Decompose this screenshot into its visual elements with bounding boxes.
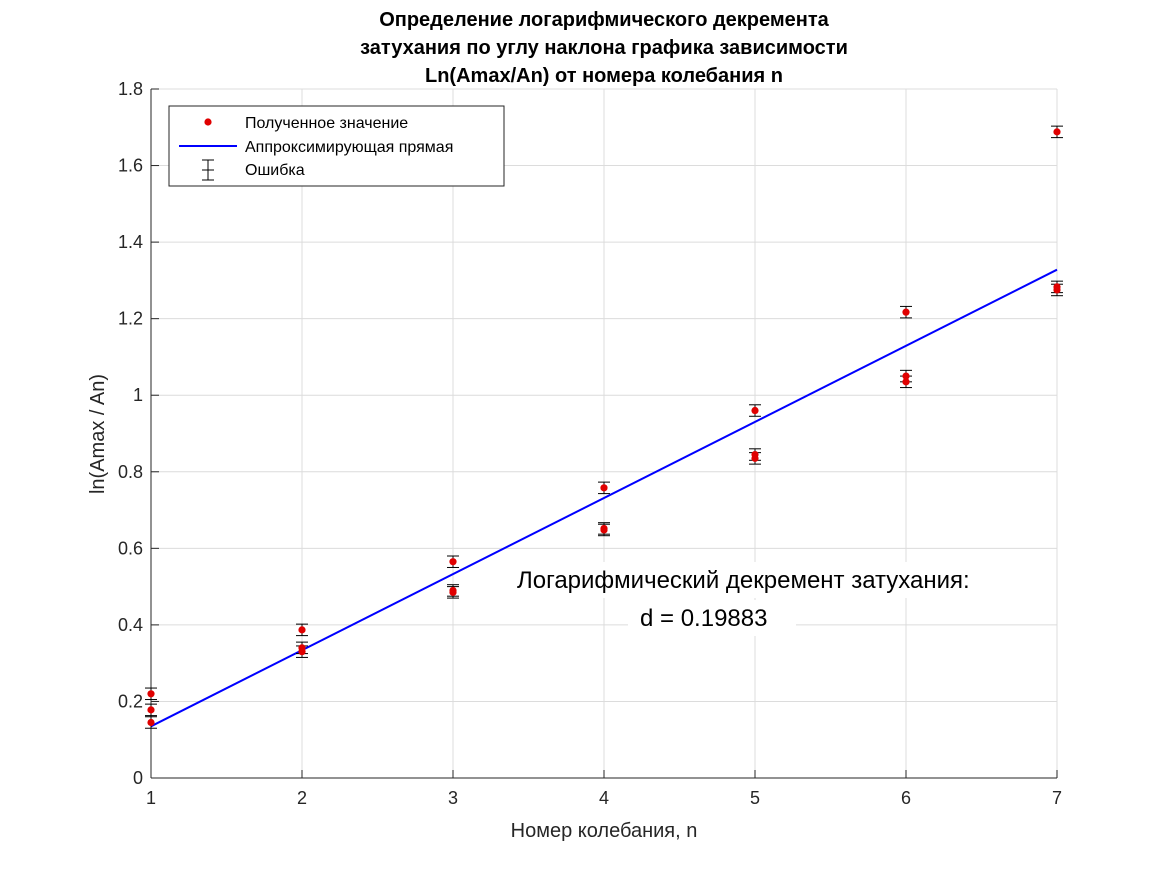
y-tick-label: 1.8 bbox=[118, 79, 143, 99]
y-tick-label: 0 bbox=[133, 768, 143, 788]
chart-title-line-3: Ln(Amax/An) от номера колебания n bbox=[425, 65, 783, 87]
data-point bbox=[449, 588, 457, 596]
x-tick-label: 2 bbox=[297, 788, 307, 808]
y-tick-label: 1.2 bbox=[118, 309, 143, 329]
tick-labels: 1 2 3 4 5 6 7 0 0.2 0.4 0.6 0.8 1 1.2 1.4 1.6 1.8 bbox=[118, 79, 1062, 808]
legend-entry-errorbar bbox=[202, 159, 214, 181]
data-point bbox=[751, 406, 759, 415]
points-series bbox=[147, 128, 1061, 727]
y-tick-label: 1.4 bbox=[118, 232, 143, 252]
data-point bbox=[902, 308, 910, 316]
x-tick-label: 1 bbox=[146, 788, 156, 808]
x-tick-label: 3 bbox=[448, 788, 458, 808]
legend-marker-points bbox=[204, 118, 212, 126]
x-tick-label: 5 bbox=[750, 788, 760, 808]
x-tick-label: 6 bbox=[901, 788, 911, 808]
data-point bbox=[600, 484, 608, 492]
y-tick-label: 1.6 bbox=[118, 156, 143, 176]
data-point bbox=[147, 690, 155, 698]
data-point bbox=[600, 526, 608, 534]
chart-title-line-2: затухания по углу наклона графика зависи… bbox=[360, 37, 848, 59]
data-point bbox=[1053, 286, 1061, 294]
legend-label-line: Аппроксимирующая прямая bbox=[245, 139, 453, 156]
y-tick-label: 0.8 bbox=[118, 462, 143, 482]
legend-entry-line: Аппроксимирующая прямая bbox=[179, 139, 453, 156]
data-point bbox=[902, 372, 910, 380]
annotation-background-2 bbox=[628, 600, 796, 636]
legend-label-points: Полученное значение bbox=[245, 115, 408, 132]
axes bbox=[150, 88, 1058, 779]
data-point bbox=[147, 706, 155, 714]
x-axis-label: Номер колебания, n bbox=[511, 820, 698, 842]
data-point bbox=[147, 718, 155, 727]
y-tick-label: 0.2 bbox=[118, 691, 143, 711]
y-tick-label: 0.4 bbox=[118, 615, 143, 635]
legend-label-errorbar: Ошибка bbox=[245, 162, 305, 179]
x-tick-label: 7 bbox=[1052, 788, 1062, 808]
x-tick-label: 4 bbox=[599, 788, 609, 808]
y-tick-label: 0.6 bbox=[118, 538, 143, 558]
data-point bbox=[298, 626, 306, 634]
legend: Полученное значение Аппроксимирующая пря… bbox=[168, 105, 505, 187]
chart-title: Определение логарифмического декремента … bbox=[360, 9, 848, 87]
data-point bbox=[751, 454, 759, 462]
annotation-line-2: d = 0.19883 bbox=[640, 605, 767, 632]
annotation-line-1: Логарифмический декремент затухания: bbox=[517, 567, 970, 594]
data-point bbox=[298, 648, 306, 656]
y-tick-label: 1 bbox=[133, 385, 143, 405]
chart-title-line-1: Определение логарифмического декремента bbox=[379, 9, 829, 31]
errorbar-series bbox=[145, 125, 1063, 729]
data-point bbox=[1053, 128, 1061, 136]
y-axis-label: ln(Amax / An) bbox=[87, 374, 109, 494]
annotation: Логарифмический декремент затухания: d =… bbox=[512, 562, 1052, 636]
data-point bbox=[902, 378, 910, 386]
data-point bbox=[449, 558, 457, 566]
annotation-background-1 bbox=[512, 562, 1052, 598]
legend-entry-points: Полученное значение bbox=[204, 115, 408, 132]
